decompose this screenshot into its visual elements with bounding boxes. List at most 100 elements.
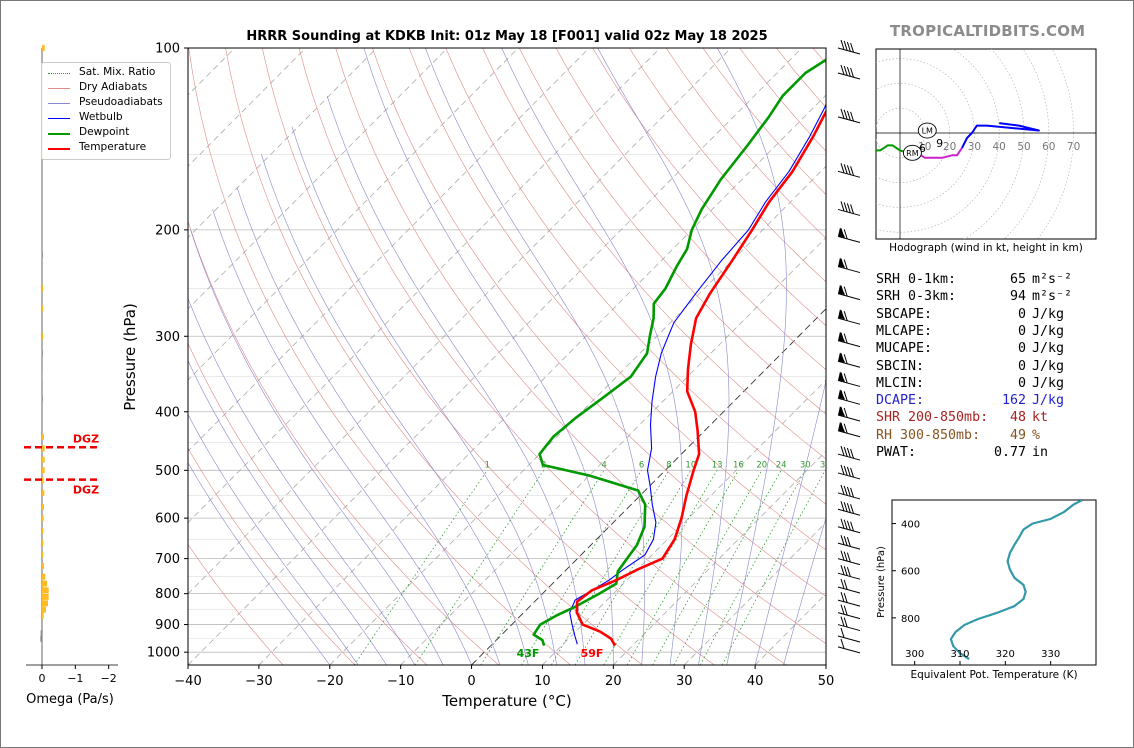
mixing-ratio-label: 4: [601, 460, 606, 470]
wind-barb: [837, 309, 861, 325]
stat-value: 65: [1009, 272, 1026, 287]
y-tick-label: 500: [155, 464, 180, 479]
stat-unit: J/kg: [1032, 393, 1065, 409]
isotherm: [188, 48, 519, 381]
dry-adiabat: [408, 48, 826, 551]
mixing-ratio-label: 24: [776, 460, 787, 470]
omega-bar: [42, 285, 44, 292]
mixing-ratio-line: [652, 470, 763, 665]
wind-barb: [837, 445, 861, 461]
dry-adiabat: [188, 447, 356, 665]
temperature-profile: [575, 108, 826, 647]
wind-barb: [837, 64, 861, 80]
wind-barb: [837, 257, 861, 274]
omega-bar: [41, 395, 43, 402]
isotherm: [542, 379, 826, 665]
wind-barb: [837, 550, 861, 566]
stat-label: PWAT:: [876, 445, 917, 460]
surface-dewpoint-label: 43F: [517, 647, 540, 660]
omega-bar: [42, 587, 49, 594]
pseudoadiabat: [261, 154, 529, 665]
x-tick-label: 0: [467, 674, 475, 689]
theta-e-x-label: Equivalent Pot. Temperature (K): [910, 669, 1077, 681]
stat-label: MUCAPE:: [876, 341, 933, 357]
wind-barb: [837, 565, 861, 580]
stat-unit: J/kg: [1032, 323, 1065, 339]
zero-isotherm: [471, 308, 826, 665]
omega-bar: [42, 456, 45, 463]
dry-adiabat: [298, 48, 787, 665]
omega-tick-label: −2: [101, 672, 117, 685]
dry-adiabat: [445, 48, 826, 505]
dry-adiabat: [372, 48, 826, 597]
omega-bar: [42, 503, 44, 510]
mixing-ratio-line: [626, 470, 739, 665]
omega-bar: [42, 527, 44, 534]
y-tick-label: 300: [155, 330, 180, 345]
hodograph-ring-label: 60: [1042, 141, 1055, 153]
theta-e-y-tick-label: 600: [901, 567, 920, 578]
theta-e-x-tick-label: 300: [905, 649, 924, 660]
wind-barb: [837, 501, 861, 516]
wind-barb: [837, 578, 861, 594]
isotherm: [613, 450, 826, 665]
x-tick-label: 50: [818, 674, 835, 689]
pseudoadiabat: [783, 516, 826, 665]
wind-barb: [837, 163, 861, 178]
omega-bar: [42, 593, 49, 600]
pseudoadiabat: [754, 379, 826, 665]
stat-unit: J/kg: [1032, 375, 1065, 391]
pseudoadiabat: [501, 48, 683, 665]
wind-barb: [837, 406, 861, 422]
stat-value: 0: [1017, 341, 1026, 357]
stat-unit: m²s⁻²: [1032, 272, 1073, 287]
wind-barb: [837, 604, 861, 620]
dry-adiabat: [555, 48, 826, 371]
hodograph-height-label: 6: [919, 142, 926, 155]
stat-label: SRH 0-1km:: [876, 272, 957, 287]
wind-barb: [837, 284, 861, 301]
omega-axis-label: Omega (Pa/s): [26, 692, 114, 707]
x-tick-label: 10: [534, 674, 551, 689]
dry-adiabat: [261, 48, 715, 665]
omega-bar: [42, 551, 44, 558]
pseudoadiabat: [188, 359, 387, 665]
mixing-ratio-label: 36: [820, 460, 831, 470]
stat-label: RH 300-850mb:: [876, 427, 981, 443]
theta-e-profile: [949, 500, 1083, 661]
y-tick-label: 1000: [147, 646, 180, 661]
x-tick-label: −20: [316, 674, 343, 689]
hodograph-ring-label: 40: [993, 141, 1006, 153]
dry-adiabat: [482, 48, 826, 460]
x-axis-label: Temperature (°C): [441, 692, 571, 710]
stat-unit: in: [1032, 445, 1049, 460]
isotherm: [188, 48, 448, 310]
hodograph-segment: [961, 122, 1040, 149]
pseudoadiabat: [212, 209, 472, 665]
stat-value: 0.77: [993, 445, 1026, 460]
wind-barb: [837, 227, 861, 243]
pseudoadiabat: [717, 48, 787, 665]
dgz-label: DGZ: [73, 484, 99, 497]
mixing-ratio-label: 10: [685, 460, 696, 470]
omega-bar: [42, 612, 44, 619]
pseudoadiabat: [190, 229, 444, 665]
pseudoadiabat: [597, 48, 730, 665]
omega-bar: [40, 630, 42, 637]
dewpoint-profile: [532, 58, 826, 646]
stat-unit: m²s⁻²: [1032, 289, 1073, 305]
pseudoadiabat: [291, 126, 557, 665]
isotherm: [188, 48, 306, 167]
wind-barb: [837, 389, 861, 405]
dry-adiabat: [335, 48, 826, 645]
mixing-ratio-label: 1: [485, 460, 490, 470]
y-tick-label: 200: [155, 223, 180, 238]
omega-bar: [41, 373, 43, 380]
stat-unit: J/kg: [1032, 341, 1065, 357]
wind-barb: [837, 331, 861, 348]
dry-adiabat: [188, 543, 284, 665]
wind-barb: [837, 518, 861, 534]
stat-label: SHR 200-850mb:: [876, 410, 989, 426]
y-tick-label: 100: [155, 42, 180, 57]
